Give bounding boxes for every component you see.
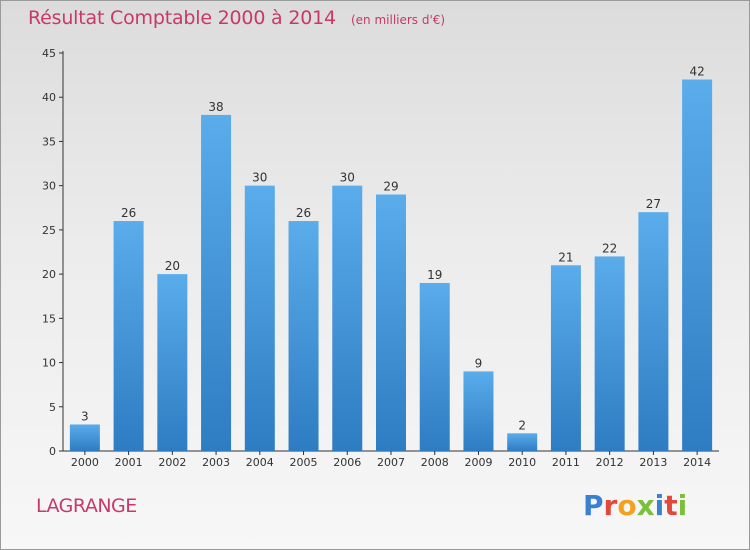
x-tick-label: 2005	[290, 456, 318, 469]
bar	[550, 265, 581, 451]
y-tick-label: 45	[42, 47, 56, 60]
x-tick-label: 2011	[552, 456, 580, 469]
bar-value-label: 38	[208, 100, 223, 114]
y-tick-label: 15	[42, 312, 56, 325]
bar-value-label: 30	[252, 171, 267, 185]
y-tick-label: 10	[42, 357, 56, 370]
logo-letter: P	[583, 489, 604, 522]
bar-value-label: 9	[475, 356, 483, 370]
bars	[69, 79, 713, 452]
x-tick-label: 2010	[508, 456, 536, 469]
x-tick-label: 2014	[683, 456, 711, 469]
x-tick-label: 2009	[464, 456, 492, 469]
bar	[113, 221, 144, 451]
bar-value-label: 20	[165, 259, 180, 273]
bar-value-label: 19	[427, 268, 442, 282]
x-tick-label: 2001	[115, 456, 143, 469]
bar-value-label: 27	[646, 197, 661, 211]
chart-subtitle: (en milliers d'€)	[350, 13, 446, 27]
x-tick-label: 2004	[246, 456, 274, 469]
bar	[157, 274, 188, 451]
bar	[376, 194, 406, 451]
title-row: Résultat Comptable 2000 à 2014 (en milli…	[28, 7, 445, 35]
x-tick-label: 2000	[71, 456, 99, 469]
logo-letter: i	[677, 489, 688, 522]
bar	[69, 424, 100, 451]
x-tick-label: 2008	[421, 456, 449, 469]
x-tick-label: 2013	[639, 456, 667, 469]
bar	[463, 371, 494, 451]
bar	[419, 282, 450, 451]
logo-letter: i	[654, 489, 665, 522]
logo-letter: r	[603, 489, 618, 522]
bar-value-labels: 3 26 20 38 30 26 30 29 19 9 2 21 22 27 42	[81, 65, 705, 433]
bar-value-label: 26	[121, 206, 136, 220]
bar-value-label: 30	[340, 171, 355, 185]
bar-value-label: 42	[689, 65, 704, 79]
y-tick-label: 40	[42, 91, 56, 104]
bar	[594, 256, 625, 451]
x-tick-label: 2002	[158, 456, 186, 469]
y-tick-label: 30	[42, 180, 56, 193]
x-tick-label: 2006	[333, 456, 361, 469]
bar	[682, 79, 713, 452]
x-tick-label: 2003	[202, 456, 230, 469]
bar-value-label: 21	[558, 250, 573, 264]
x-axis: 2000 2001 2002 2003 2004 2005 2006 2007 2008 2009…	[63, 450, 719, 469]
bar	[332, 185, 363, 451]
bar	[507, 433, 538, 451]
y-tick-label: 25	[42, 224, 56, 237]
y-axis: 0 5 10 15 20 25 30 35 40 45	[42, 47, 64, 458]
y-tick-label: 35	[42, 135, 56, 148]
bar	[201, 114, 232, 452]
chart-title: Résultat Comptable 2000 à 2014	[28, 7, 336, 29]
logo-letter: x	[636, 489, 655, 522]
commune-name: LAGRANGE	[36, 495, 137, 517]
bar-value-label: 2	[518, 418, 526, 432]
logo-letter: t	[664, 489, 678, 522]
bar-value-label: 3	[81, 409, 89, 423]
logo-letter: o	[617, 489, 637, 522]
y-tick-label: 20	[42, 268, 56, 281]
bar-value-label: 29	[383, 180, 398, 194]
bar-value-label: 22	[602, 241, 617, 255]
proxiti-logo[interactable]: Proxiti	[583, 489, 687, 522]
bar-value-label: 26	[296, 206, 311, 220]
x-tick-label: 2012	[596, 456, 624, 469]
y-tick-label: 5	[49, 401, 56, 414]
y-tick-label: 0	[49, 445, 56, 458]
bar	[638, 212, 669, 451]
bar	[244, 185, 275, 451]
bar	[288, 221, 319, 451]
x-tick-label: 2007	[377, 456, 405, 469]
